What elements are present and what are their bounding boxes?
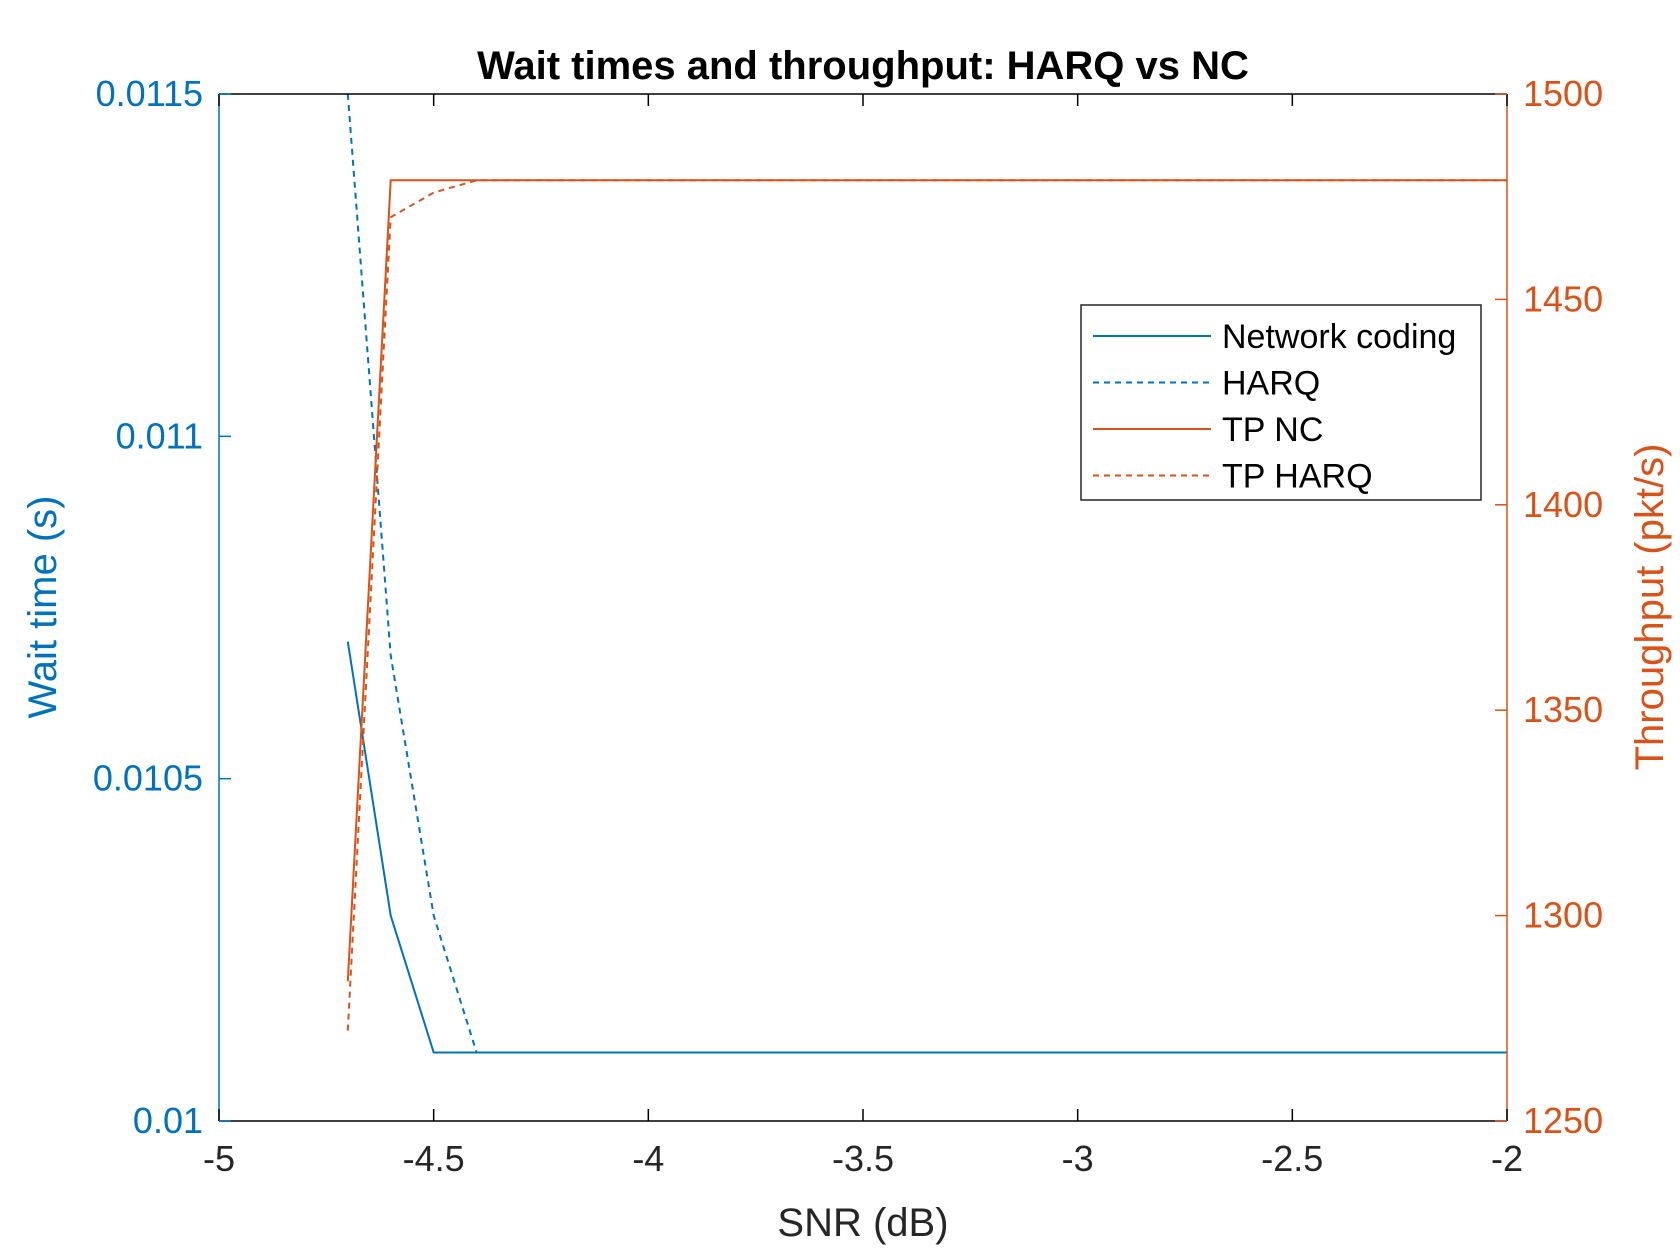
y-right-tick-label: 1250 <box>1523 1100 1603 1141</box>
plot-frame <box>219 94 1507 1121</box>
y-left-tick-label: 0.01 <box>133 1100 203 1141</box>
series-layer <box>346 93 1507 1054</box>
y-left-ticks: 0.01 0.0105 0.011 0.0115 <box>93 73 231 1141</box>
y-left-tick-label: 0.0115 <box>96 73 203 114</box>
legend-label: TP NC <box>1222 411 1323 449</box>
chart-title: Wait times and throughput: HARQ vs NC <box>477 44 1249 88</box>
y-right-tick-label: 1300 <box>1523 895 1603 936</box>
legend-label: Network coding <box>1222 318 1456 356</box>
x-ticks: -5 -4.5 -4 -3.5 -3 -2.5 -2 <box>203 94 1523 1179</box>
y-left-tick-label: 0.011 <box>116 415 203 456</box>
y-right-tick-label: 1450 <box>1523 278 1603 319</box>
right-y-axis-label: Throughput (pkt/s) <box>1628 444 1672 771</box>
y-right-tick-label: 1500 <box>1523 73 1603 114</box>
x-tick-label: -3.5 <box>832 1138 894 1179</box>
x-tick-label: -5 <box>203 1138 235 1179</box>
y-left-tick-label: 0.0105 <box>93 758 203 799</box>
x-tick-label: -3 <box>1062 1138 1094 1179</box>
series-line-tp-nc <box>346 179 1507 982</box>
y-right-tick-label: 1350 <box>1523 689 1603 730</box>
legend-label: TP HARQ <box>1222 458 1373 496</box>
x-tick-label: -4 <box>632 1138 664 1179</box>
series-line-harq <box>346 93 1507 1054</box>
x-tick-label: -4.5 <box>403 1138 465 1179</box>
left-y-axis-label: Wait time (s) <box>21 496 65 719</box>
series-line-network-coding <box>346 641 1507 1054</box>
y-right-ticks: 1250 1300 1350 1400 1450 1500 <box>1495 73 1603 1141</box>
legend: Network coding HARQ TP NC TP HARQ <box>1080 304 1482 501</box>
x-tick-label: -2 <box>1491 1138 1523 1179</box>
y-right-tick-label: 1400 <box>1523 484 1603 525</box>
legend-box <box>1080 304 1482 501</box>
x-tick-label: -2.5 <box>1261 1138 1323 1179</box>
series-line-tp-harq <box>346 179 1507 1031</box>
legend-label: HARQ <box>1222 365 1320 403</box>
x-axis-label: SNR (dB) <box>777 1201 948 1245</box>
